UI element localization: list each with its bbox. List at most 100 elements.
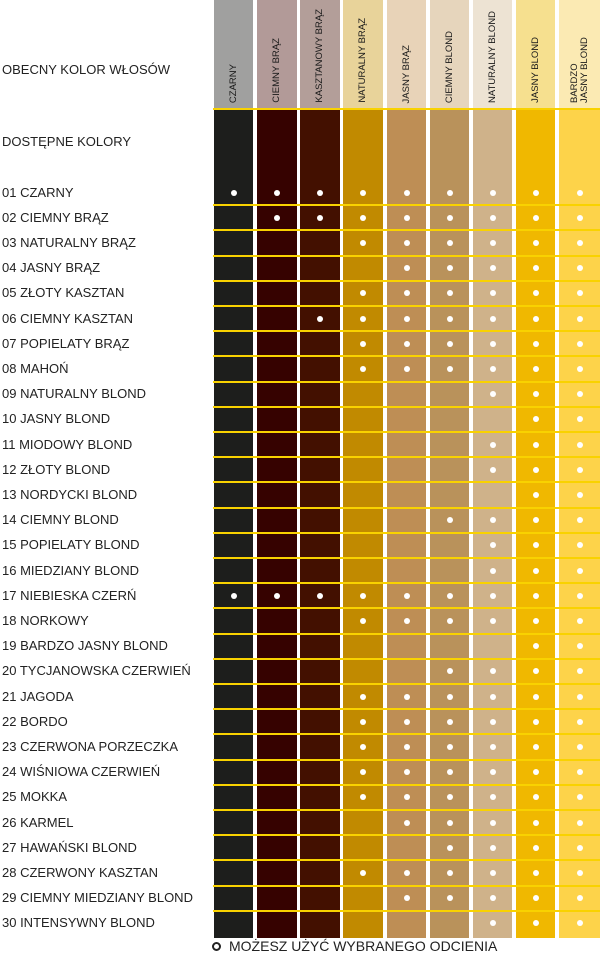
row-separator: [213, 279, 600, 282]
compatible-dot: [489, 366, 496, 372]
compatible-dot: [576, 819, 583, 826]
compatible-dot: [532, 290, 539, 297]
column-body: [430, 110, 469, 938]
compatible-dot: [230, 592, 237, 599]
column-header: CIEMNY BLOND: [430, 0, 469, 108]
compatible-dot: [532, 819, 539, 826]
compatible-dot: [576, 592, 583, 599]
available-color-label: 11 MIODOWY BLOND: [2, 436, 133, 452]
compatible-dot: [446, 693, 453, 700]
compatible-dot: [532, 416, 539, 423]
compatible-dot: [532, 567, 539, 574]
compatible-dot: [446, 718, 453, 725]
compatible-dot: [403, 744, 410, 750]
compatible-dot: [403, 718, 410, 725]
compatible-dot: [489, 819, 496, 826]
available-color-label: 10 JASNY BLOND: [2, 411, 111, 427]
available-color-label: 22 BORDO: [2, 713, 68, 729]
compatible-dot: [489, 189, 496, 196]
compatible-dot: [274, 214, 280, 221]
compatible-dot: [489, 844, 496, 851]
column-header: CZARNY: [214, 0, 253, 108]
compatible-dot: [576, 189, 583, 196]
compatible-dot: [489, 315, 496, 322]
compatible-dot: [360, 693, 366, 700]
compatible-dot: [360, 189, 366, 196]
compatible-dot: [576, 391, 583, 398]
column-body: [257, 110, 297, 938]
compatible-dot: [360, 592, 366, 599]
compatible-dot: [274, 189, 280, 196]
compatible-dot: [532, 895, 539, 902]
compatible-dot: [403, 366, 410, 372]
compatible-dot: [489, 214, 496, 221]
compatible-dot: [576, 542, 583, 549]
current-color-column: KASZTANOWY BRĄZ: [300, 0, 340, 938]
column-header: KASZTANOWY BRĄZ: [300, 0, 340, 108]
compatible-dot: [446, 618, 453, 624]
compatible-dot: [532, 542, 539, 549]
column-header: JASNY BRĄZ: [387, 0, 426, 108]
compatible-dot: [489, 340, 496, 347]
compatible-dot: [532, 870, 539, 876]
column-header-label: NATURALNY BLOND: [486, 10, 498, 103]
available-color-label: 16 MIEDZIANY BLOND: [2, 562, 140, 578]
available-color-label: 14 CIEMNY BLOND: [2, 512, 119, 528]
available-color-label: 03 NATURALNY BRĄZ: [2, 235, 136, 250]
row-separator: [213, 683, 600, 685]
compatible-dot: [576, 466, 583, 473]
compatible-dot: [576, 240, 583, 246]
row-separator: [213, 758, 600, 761]
circle-outline-icon: [212, 941, 221, 951]
column-header-label: CIEMNY BRĄZ: [271, 38, 282, 103]
compatible-dot: [446, 340, 453, 347]
compatible-dot: [532, 592, 539, 599]
compatible-dot: [403, 265, 410, 272]
column-header-label: CZARNY: [227, 63, 239, 103]
compatible-dot: [446, 895, 453, 902]
compatible-dot: [446, 592, 453, 599]
column-header-label: CIEMNY BLOND: [443, 30, 455, 103]
row-separator: [213, 708, 600, 711]
available-color-label: 25 MOKKA: [2, 789, 68, 805]
available-color-label: 18 NORKOWY: [2, 613, 89, 628]
row-separator: [213, 431, 600, 433]
compatible-dot: [576, 920, 583, 927]
available-color-label: 08 MAHOŃ: [2, 361, 69, 376]
compatible-dot: [576, 441, 583, 448]
compatible-dot: [532, 315, 539, 322]
row-separator: [213, 783, 600, 786]
compatible-dot: [360, 240, 366, 246]
compatible-dot: [532, 240, 539, 246]
column-body: [343, 110, 383, 938]
compatible-dot: [489, 744, 496, 750]
compatible-dot: [489, 391, 496, 398]
available-color-label: 27 HAWAŃSKI BLOND: [2, 839, 137, 855]
available-color-label: 12 ZŁOTY BLOND: [2, 461, 111, 477]
row-separator: [213, 632, 600, 635]
compatible-dot: [532, 794, 539, 801]
available-color-label: 04 JASNY BRĄZ: [2, 260, 101, 276]
compatible-dot: [576, 340, 583, 347]
compatible-dot: [576, 315, 583, 322]
compatible-dot: [576, 895, 583, 902]
compatible-dot: [360, 618, 366, 624]
row-separator: [213, 834, 600, 837]
available-color-label: 09 NATURALNY BLOND: [2, 386, 147, 402]
compatible-dot: [446, 794, 453, 801]
compatible-dot: [576, 643, 583, 650]
compatible-dot: [532, 466, 539, 473]
row-separator: [213, 330, 600, 333]
row-separator: [213, 859, 600, 862]
available-color-label: 15 POPIELATY BLOND: [2, 537, 140, 553]
compatible-dot: [403, 240, 410, 246]
compatible-dot: [489, 794, 496, 801]
compatible-dot: [403, 592, 410, 599]
available-color-label: 23 CZERWONA PORZECZKA: [2, 739, 179, 754]
compatible-dot: [532, 643, 539, 650]
compatible-dot: [489, 592, 496, 599]
column-body: [300, 110, 340, 938]
compatible-dot: [576, 517, 583, 524]
available-color-label: 06 CIEMNY KASZTAN: [2, 310, 133, 326]
